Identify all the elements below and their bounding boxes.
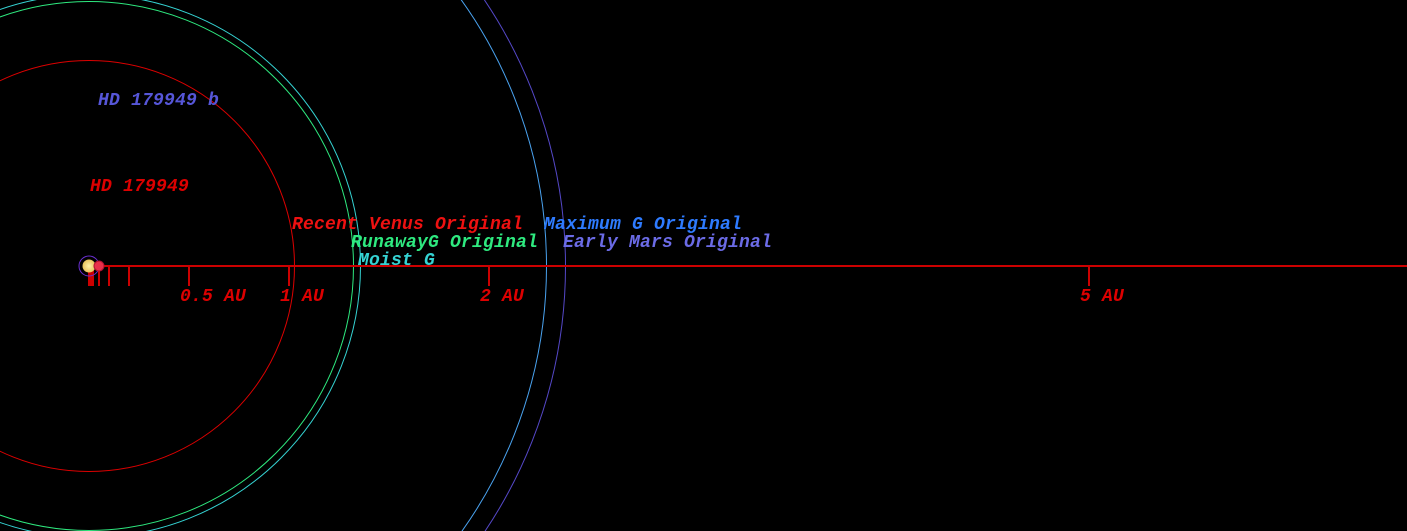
axis-tick-0.2au — [128, 267, 130, 286]
axis-tick-0.5au — [188, 267, 190, 286]
axis-tick-label-1au: 1 AU — [280, 287, 325, 307]
planet-label: HD 179949 b — [98, 91, 220, 111]
star-label: HD 179949 — [90, 177, 190, 197]
planet-dot — [93, 260, 104, 272]
boundary-label-early-mars: Early Mars Original — [563, 233, 773, 253]
axis-tick-2au — [488, 267, 490, 286]
axis-tick-label-0.5au: 0.5 AU — [180, 287, 247, 307]
axis-tick-5au — [1088, 267, 1090, 286]
star-dot — [82, 259, 96, 273]
axis-tick-0.01au — [90, 267, 92, 286]
boundary-label-runaway-greenhouse: RunawayG Original — [351, 233, 539, 253]
boundary-label-moist-greenhouse: Moist G — [358, 251, 436, 271]
boundary-label-maximum-greenhouse: Maximum G Original — [544, 215, 743, 235]
axis-tick-label-5au: 5 AU — [1080, 287, 1125, 307]
axis-line — [89, 265, 1407, 267]
axis-tick-0.05au — [98, 267, 100, 286]
axis-tick-1au — [288, 267, 290, 286]
boundary-label-recent-venus: Recent Venus Original — [292, 215, 524, 235]
axis-tick-label-2au: 2 AU — [480, 287, 525, 307]
axis-tick-0au — [88, 267, 90, 286]
axis-tick-0.1au — [108, 267, 110, 286]
axis-tick-0.02au — [92, 267, 94, 286]
